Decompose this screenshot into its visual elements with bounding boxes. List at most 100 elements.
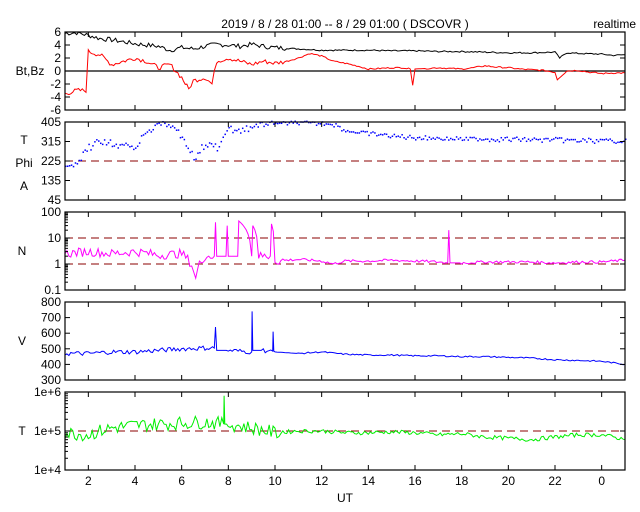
series-point-phi	[72, 165, 75, 168]
series-point-phi	[494, 140, 497, 143]
y-tick-label: 135	[41, 174, 61, 188]
series-point-phi	[434, 138, 436, 140]
y-tick-label: 6	[54, 25, 61, 39]
series-point-phi	[197, 152, 199, 154]
series-point-phi	[220, 140, 223, 143]
series-point-phi	[539, 138, 541, 141]
series-point-phi	[226, 130, 228, 132]
series-point-phi	[591, 140, 594, 143]
panel-phi: 405 315 225 135 45 T Phi A	[15, 115, 627, 207]
series-point-phi	[607, 139, 609, 141]
y-tick-label: -4	[50, 90, 61, 104]
series-point-phi	[518, 138, 520, 141]
series-point-phi	[195, 158, 197, 160]
series-point-phi	[152, 128, 154, 131]
series-point-phi	[510, 140, 512, 143]
series-point-phi	[541, 141, 543, 143]
series-point-phi	[558, 137, 561, 139]
series-point-phi	[154, 124, 156, 127]
series-point-phi	[86, 150, 88, 152]
series-point-phi	[203, 148, 205, 151]
y-tick-label: 0.1	[44, 283, 61, 297]
series-point-phi	[389, 136, 392, 139]
series-point-phi	[611, 139, 613, 142]
x-tick-label: 4	[132, 474, 139, 488]
series-point-phi	[527, 138, 530, 140]
series-point-phi	[210, 143, 213, 145]
series-point-phi	[346, 129, 349, 132]
series-point-phi	[446, 136, 448, 139]
series-point-phi	[615, 142, 617, 144]
series-point-phi	[205, 144, 207, 147]
y-tick-label: 800	[41, 295, 61, 309]
series-point-phi	[214, 143, 217, 145]
series-line-bt	[64, 31, 625, 60]
y-tick-label: 300	[41, 373, 61, 387]
series-point-phi	[588, 137, 590, 140]
series-line-bz	[64, 48, 626, 96]
series-point-phi	[191, 150, 193, 153]
series-point-phi	[228, 126, 230, 129]
series-point-phi	[370, 132, 372, 134]
series-point-phi	[251, 127, 254, 129]
x-tick-label: 18	[455, 474, 469, 488]
y-tick-label: 0	[54, 64, 61, 78]
y-axis-label: N	[18, 244, 27, 258]
series-point-phi	[241, 127, 244, 130]
series-point-phi	[393, 133, 396, 136]
series-point-phi	[245, 125, 248, 127]
series-point-phi	[366, 130, 368, 133]
series-point-phi	[193, 159, 195, 161]
series-point-phi	[179, 136, 182, 139]
series-point-phi	[136, 145, 139, 147]
series-point-phi	[224, 133, 226, 136]
series-point-phi	[232, 131, 234, 134]
series-point-phi	[125, 142, 127, 145]
series-point-phi	[107, 142, 110, 144]
series-point-phi	[601, 138, 604, 141]
y-axis-label: Phi	[15, 156, 32, 170]
series-point-phi	[88, 143, 90, 146]
series-point-phi	[586, 141, 588, 143]
series-point-phi	[426, 139, 429, 141]
series-point-phi	[416, 137, 419, 139]
series-point-phi	[150, 131, 153, 133]
series-point-phi	[545, 137, 547, 140]
series-point-phi	[345, 130, 347, 133]
series-point-phi	[582, 138, 584, 140]
series-point-phi	[576, 141, 578, 143]
series-point-phi	[512, 137, 514, 140]
series-point-phi	[294, 120, 296, 123]
series-point-phi	[76, 163, 79, 165]
series-point-phi	[391, 135, 394, 137]
series-point-phi	[129, 145, 131, 148]
series-point-phi	[424, 135, 427, 137]
series-point-phi	[356, 132, 359, 134]
series-line-v	[64, 311, 626, 366]
x-tick-label: 6	[178, 474, 185, 488]
series-point-phi	[78, 159, 81, 162]
series-point-phi	[498, 140, 501, 143]
y-axis-label: Bt,Bz	[16, 64, 45, 78]
series-point-phi	[255, 123, 258, 126]
series-point-phi	[240, 132, 242, 134]
series-point-phi	[570, 138, 573, 141]
series-point-phi	[323, 124, 326, 126]
series-point-phi	[409, 134, 411, 137]
series-point-phi	[625, 138, 627, 141]
series-point-phi	[457, 138, 460, 140]
series-point-phi	[485, 138, 487, 140]
series-point-phi	[590, 138, 592, 141]
series-point-phi	[502, 139, 504, 141]
series-point-phi	[170, 126, 172, 129]
series-point-phi	[463, 139, 466, 141]
series-point-phi	[453, 138, 456, 141]
series-point-phi	[65, 165, 67, 168]
series-point-phi	[399, 136, 401, 138]
series-point-phi	[354, 132, 357, 134]
series-point-phi	[621, 141, 623, 144]
series-point-phi	[506, 136, 508, 139]
series-point-phi	[92, 145, 94, 147]
series-point-phi	[378, 134, 380, 136]
series-point-phi	[521, 138, 524, 140]
